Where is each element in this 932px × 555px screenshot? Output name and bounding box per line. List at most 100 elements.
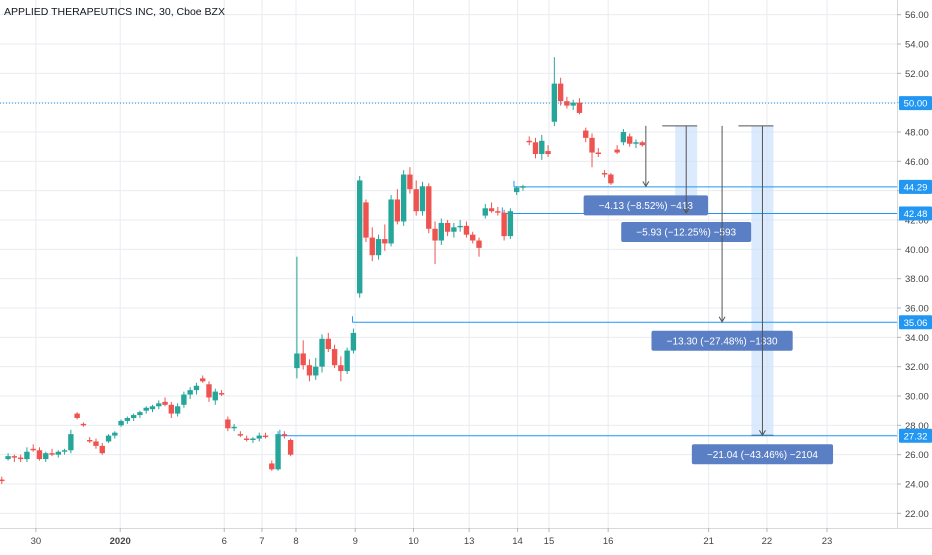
candle-body xyxy=(601,173,608,175)
y-tick-label: 54.00 xyxy=(905,40,929,51)
candle-body xyxy=(369,237,375,256)
measure-arrow-head xyxy=(718,316,726,323)
candle-body xyxy=(407,174,413,190)
candle-body xyxy=(633,142,639,144)
price-tag-label: 35.06 xyxy=(904,318,928,329)
candle-body xyxy=(325,338,331,350)
measure-label-text: −4.13 (−8.52%) −413 xyxy=(599,201,694,212)
candle-body xyxy=(319,338,325,367)
candle-body xyxy=(426,186,432,229)
candle-body xyxy=(181,394,187,405)
grid-lines xyxy=(0,0,897,528)
candle-body xyxy=(124,418,131,421)
candle-body xyxy=(375,239,382,256)
x-tick-label: 23 xyxy=(822,536,833,547)
x-tick-label: 6 xyxy=(222,536,227,547)
candle-body xyxy=(639,142,645,146)
x-tick-label: 16 xyxy=(603,536,614,547)
candle-body xyxy=(501,212,507,237)
time-axis[interactable]: 30 2020 6 7 8 9 10 13 14 15 16 21 22 23 xyxy=(31,528,833,547)
y-tick-label: 36.00 xyxy=(905,304,929,315)
price-tags: 50.00 44.29 42.48 35.06 27.32 xyxy=(899,96,932,443)
candle-body xyxy=(149,406,156,410)
candle-body xyxy=(513,187,520,193)
x-tick-label: 9 xyxy=(353,536,358,547)
candle-body xyxy=(11,456,18,458)
candle-body xyxy=(112,432,118,436)
candle-body xyxy=(557,83,564,102)
candle-body xyxy=(608,174,614,184)
candle-body xyxy=(187,390,193,395)
candle-body xyxy=(143,407,149,411)
x-tick-label: 7 xyxy=(259,536,264,547)
measure-arrow-head xyxy=(759,430,766,437)
candle-body xyxy=(294,353,300,369)
candle-body xyxy=(400,174,407,222)
candle-body xyxy=(350,332,357,351)
candle-body xyxy=(614,149,620,153)
candle-body xyxy=(74,413,80,418)
y-tick-label: 40.00 xyxy=(905,245,929,256)
candle-body xyxy=(49,453,55,455)
y-tick-label: 38.00 xyxy=(905,274,929,285)
measure-arrow-head xyxy=(682,207,690,214)
candle-body xyxy=(595,152,601,154)
y-tick-label: 48.00 xyxy=(905,128,929,139)
candle-body xyxy=(570,102,576,106)
measure-label-text: −21.04 (−43.46%) −2104 xyxy=(707,450,818,461)
candle-body xyxy=(237,434,244,436)
price-tag-label: 44.29 xyxy=(904,182,928,193)
measure-label-text: −5.93 (−12.25%) −593 xyxy=(636,227,736,238)
y-tick-label: 32.00 xyxy=(905,362,929,373)
candles xyxy=(0,57,645,484)
candle-body xyxy=(269,463,275,470)
candle-body xyxy=(212,391,218,401)
candle-body xyxy=(130,415,137,418)
candle-body xyxy=(520,186,526,188)
candle-body xyxy=(539,140,545,154)
candle-body xyxy=(225,419,231,429)
candle-body xyxy=(206,384,212,398)
candle-body xyxy=(394,199,401,222)
candle-body xyxy=(256,435,262,439)
candle-body xyxy=(0,479,5,482)
measure-label-text: −13.30 (−27.48%) −1330 xyxy=(667,336,778,347)
candle-body xyxy=(105,435,112,442)
candle-body xyxy=(250,438,256,440)
measure-arrow-head xyxy=(642,181,650,188)
x-tick-label: 14 xyxy=(512,536,523,547)
candle-body xyxy=(87,440,93,442)
price-tag xyxy=(899,179,932,194)
candle-body xyxy=(627,136,633,144)
candle-body xyxy=(532,142,539,154)
candle-body xyxy=(482,208,488,216)
measure-label-box xyxy=(691,444,834,465)
price-tag-label: 42.48 xyxy=(904,209,928,220)
candle-body xyxy=(526,140,532,143)
y-tick-label: 46.00 xyxy=(905,157,929,168)
candle-body xyxy=(218,393,225,395)
candle-body xyxy=(463,225,470,235)
candle-body xyxy=(344,350,350,372)
x-tick-label: 21 xyxy=(703,536,714,547)
price-tag xyxy=(899,428,932,443)
y-tick-label: 22.00 xyxy=(905,509,929,520)
candle-body xyxy=(306,365,313,376)
candle-body xyxy=(30,448,36,451)
candle-body xyxy=(300,353,306,366)
candle-body xyxy=(419,186,426,212)
measure-label-box xyxy=(621,221,752,242)
candle-body xyxy=(68,434,74,451)
y-tick-label: 52.00 xyxy=(905,69,929,80)
candle-body xyxy=(287,440,294,455)
candle-body xyxy=(193,385,200,391)
x-tick-label: 22 xyxy=(762,536,773,547)
chart-title: APPLIED THERAPEUTICS INC, 30, Cboe BZX xyxy=(4,6,225,18)
axes xyxy=(0,0,932,529)
candle-body xyxy=(457,225,463,228)
candle-body xyxy=(545,151,551,154)
price-tag xyxy=(899,315,932,330)
candle-body xyxy=(5,456,11,460)
